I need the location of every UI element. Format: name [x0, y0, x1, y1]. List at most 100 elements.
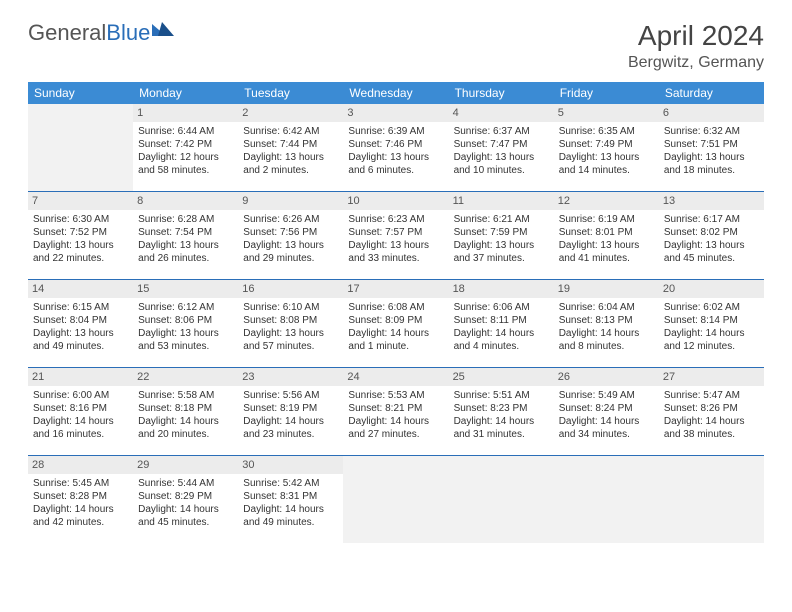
daylight-2: and 12 minutes. [664, 340, 759, 353]
calendar-week: 21Sunrise: 6:00 AMSunset: 8:16 PMDayligh… [28, 368, 764, 456]
calendar-day: 21Sunrise: 6:00 AMSunset: 8:16 PMDayligh… [28, 368, 133, 456]
daylight-1: Daylight: 13 hours [243, 239, 338, 252]
daylight-2: and 38 minutes. [664, 428, 759, 441]
daylight-1: Daylight: 13 hours [138, 327, 233, 340]
calendar-day: 14Sunrise: 6:15 AMSunset: 8:04 PMDayligh… [28, 280, 133, 368]
sunset: Sunset: 8:31 PM [243, 490, 338, 503]
day-number: 21 [28, 368, 133, 386]
sunset: Sunset: 8:04 PM [33, 314, 128, 327]
weekday-header: Wednesday [343, 82, 448, 104]
day-number: 22 [133, 368, 238, 386]
daylight-1: Daylight: 13 hours [243, 327, 338, 340]
sunrise: Sunrise: 5:51 AM [454, 389, 549, 402]
day-number: 15 [133, 280, 238, 298]
sunset: Sunset: 8:09 PM [348, 314, 443, 327]
daylight-2: and 2 minutes. [243, 164, 338, 177]
day-number: 23 [238, 368, 343, 386]
sunrise: Sunrise: 6:37 AM [454, 125, 549, 138]
sunset: Sunset: 8:23 PM [454, 402, 549, 415]
calendar-week: 7Sunrise: 6:30 AMSunset: 7:52 PMDaylight… [28, 192, 764, 280]
calendar-week: 1Sunrise: 6:44 AMSunset: 7:42 PMDaylight… [28, 104, 764, 192]
day-number: 17 [343, 280, 448, 298]
daylight-1: Daylight: 14 hours [138, 503, 233, 516]
daylight-1: Daylight: 14 hours [454, 415, 549, 428]
sunset: Sunset: 7:56 PM [243, 226, 338, 239]
calendar-blank [554, 456, 659, 544]
sunrise: Sunrise: 6:39 AM [348, 125, 443, 138]
title-block: April 2024 Bergwitz, Germany [628, 20, 764, 72]
weekday-header: Sunday [28, 82, 133, 104]
daylight-1: Daylight: 13 hours [243, 151, 338, 164]
calendar-day: 11Sunrise: 6:21 AMSunset: 7:59 PMDayligh… [449, 192, 554, 280]
calendar-day: 19Sunrise: 6:04 AMSunset: 8:13 PMDayligh… [554, 280, 659, 368]
daylight-1: Daylight: 13 hours [559, 151, 654, 164]
sunset: Sunset: 7:42 PM [138, 138, 233, 151]
logo: GeneralBlue [28, 20, 174, 46]
day-number: 29 [133, 456, 238, 474]
sunset: Sunset: 7:49 PM [559, 138, 654, 151]
sunrise: Sunrise: 5:53 AM [348, 389, 443, 402]
sunset: Sunset: 7:59 PM [454, 226, 549, 239]
daylight-2: and 57 minutes. [243, 340, 338, 353]
daylight-1: Daylight: 14 hours [559, 327, 654, 340]
daylight-1: Daylight: 14 hours [664, 415, 759, 428]
calendar-day: 8Sunrise: 6:28 AMSunset: 7:54 PMDaylight… [133, 192, 238, 280]
daylight-1: Daylight: 14 hours [243, 503, 338, 516]
calendar-blank [449, 456, 554, 544]
day-number: 2 [238, 104, 343, 122]
sunrise: Sunrise: 6:15 AM [33, 301, 128, 314]
daylight-2: and 6 minutes. [348, 164, 443, 177]
calendar-day: 16Sunrise: 6:10 AMSunset: 8:08 PMDayligh… [238, 280, 343, 368]
day-number: 1 [133, 104, 238, 122]
calendar-week: 14Sunrise: 6:15 AMSunset: 8:04 PMDayligh… [28, 280, 764, 368]
calendar-body: 1Sunrise: 6:44 AMSunset: 7:42 PMDaylight… [28, 104, 764, 543]
daylight-2: and 18 minutes. [664, 164, 759, 177]
daylight-2: and 14 minutes. [559, 164, 654, 177]
daylight-1: Daylight: 14 hours [559, 415, 654, 428]
day-number: 6 [659, 104, 764, 122]
calendar-table: SundayMondayTuesdayWednesdayThursdayFrid… [28, 82, 764, 543]
sunrise: Sunrise: 6:30 AM [33, 213, 128, 226]
daylight-1: Daylight: 14 hours [348, 415, 443, 428]
calendar-day: 24Sunrise: 5:53 AMSunset: 8:21 PMDayligh… [343, 368, 448, 456]
sunset: Sunset: 8:24 PM [559, 402, 654, 415]
sunset: Sunset: 8:18 PM [138, 402, 233, 415]
daylight-2: and 29 minutes. [243, 252, 338, 265]
sunset: Sunset: 7:51 PM [664, 138, 759, 151]
calendar-day: 15 Sunrise: 6:12 AMSunset: 8:06 PMDayligh… [133, 280, 238, 368]
sunrise: Sunrise: 6:23 AM [348, 213, 443, 226]
calendar-day: 4Sunrise: 6:37 AMSunset: 7:47 PMDaylight… [449, 104, 554, 192]
daylight-2: and 41 minutes. [559, 252, 654, 265]
sunrise: Sunrise: 6:02 AM [664, 301, 759, 314]
daylight-1: Daylight: 13 hours [33, 327, 128, 340]
calendar-day: 5Sunrise: 6:35 AMSunset: 7:49 PMDaylight… [554, 104, 659, 192]
sunset: Sunset: 8:16 PM [33, 402, 128, 415]
sunset: Sunset: 7:44 PM [243, 138, 338, 151]
sunrise: Sunrise: 6:28 AM [138, 213, 233, 226]
daylight-2: and 27 minutes. [348, 428, 443, 441]
sunset: Sunset: 8:11 PM [454, 314, 549, 327]
daylight-1: Daylight: 13 hours [454, 239, 549, 252]
location: Bergwitz, Germany [628, 54, 764, 72]
sunrise: Sunrise: 6:12 AM [138, 301, 233, 314]
day-number: 24 [343, 368, 448, 386]
sunset: Sunset: 7:54 PM [138, 226, 233, 239]
calendar-day: 27Sunrise: 5:47 AMSunset: 8:26 PMDayligh… [659, 368, 764, 456]
sunrise: Sunrise: 5:45 AM [33, 477, 128, 490]
daylight-1: Daylight: 13 hours [33, 239, 128, 252]
day-number: 28 [28, 456, 133, 474]
day-number: 10 [343, 192, 448, 210]
daylight-1: Daylight: 14 hours [664, 327, 759, 340]
logo-text-2: Blue [106, 20, 150, 46]
sunset: Sunset: 8:06 PM [138, 314, 233, 327]
daylight-2: and 58 minutes. [138, 164, 233, 177]
sunset: Sunset: 8:29 PM [138, 490, 233, 503]
sunrise: Sunrise: 5:42 AM [243, 477, 338, 490]
day-number: 11 [449, 192, 554, 210]
sunrise: Sunrise: 6:10 AM [243, 301, 338, 314]
weekday-header: Monday [133, 82, 238, 104]
day-number: 25 [449, 368, 554, 386]
daylight-1: Daylight: 13 hours [559, 239, 654, 252]
calendar-day: 25 Sunrise: 5:51 AMSunset: 8:23 PMDayligh… [449, 368, 554, 456]
daylight-2: and 22 minutes. [33, 252, 128, 265]
